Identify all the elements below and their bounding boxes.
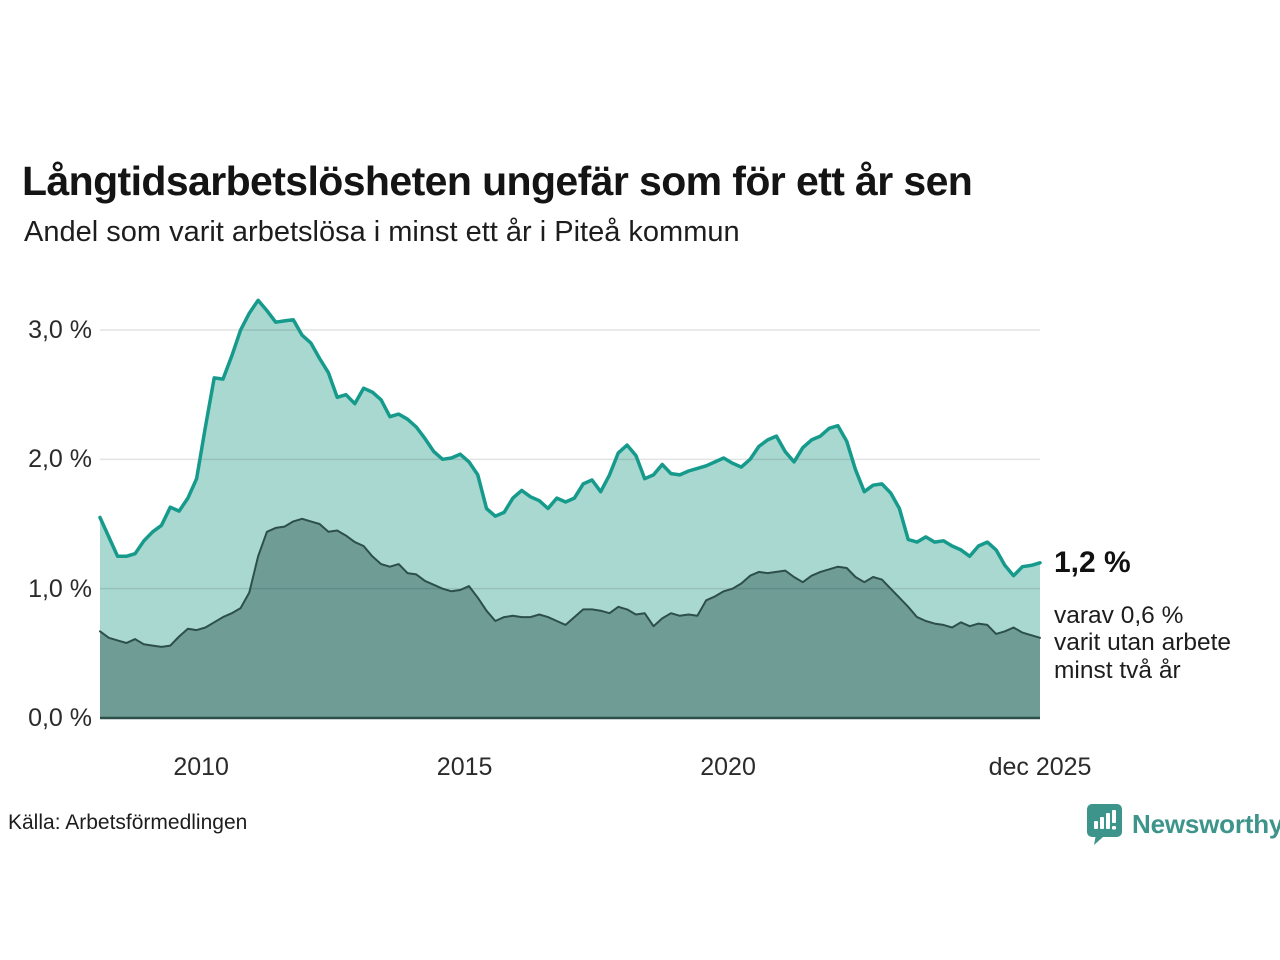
x-axis-tick-label: 2015 [436, 753, 493, 781]
y-axis-tick-label: 2,0 % [28, 445, 92, 474]
detail-line-3: minst två år [1054, 656, 1181, 684]
page-subtitle: Andel som varit arbetslösa i minst ett å… [24, 216, 740, 248]
brand-name: Newsworthy [1132, 808, 1280, 839]
newsworthy-chart-bubble-icon [1087, 804, 1122, 845]
x-axis-tick-label: dec 2025 [988, 753, 1092, 781]
x-axis-tick-label: 2010 [173, 753, 229, 781]
y-axis-tick-label: 3,0 % [28, 316, 92, 344]
y-axis-tick-label: 0,0 % [28, 704, 92, 732]
detail-line-2: varit utan arbete [1054, 629, 1232, 657]
brand-logo: Newsworthy [1086, 801, 1280, 847]
latest-value-label: 1,2 % [1054, 545, 1131, 579]
x-axis-tick-label: 2020 [700, 753, 756, 781]
source-attribution: Källa: Arbetsförmedlingen [8, 811, 248, 834]
latest-value-detail: varav 0,6 % varit utan arbete minst två … [1054, 602, 1231, 685]
y-axis-tick-label: 1,0 % [28, 574, 92, 603]
detail-line-1: varav 0,6 % [1054, 601, 1184, 629]
page-title: Långtidsarbetslösheten ungefär som för e… [22, 158, 973, 205]
